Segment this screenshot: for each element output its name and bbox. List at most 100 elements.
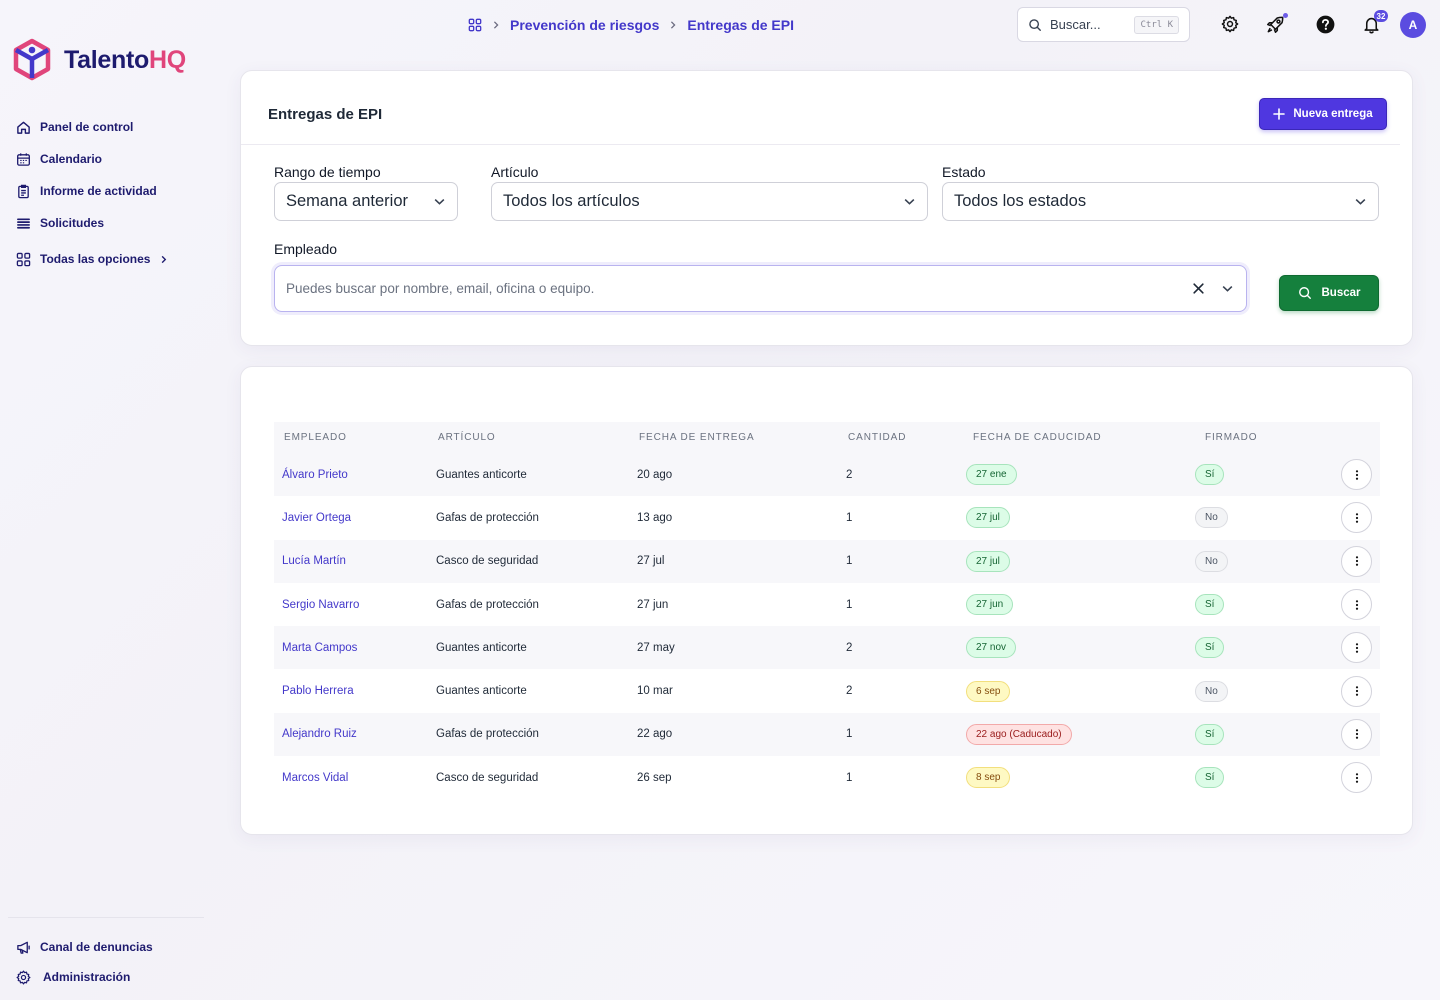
logo[interactable]: TalentoHQ [12, 38, 186, 82]
cell-article: Guantes anticorte [436, 685, 527, 698]
cell-actions [1330, 718, 1380, 750]
table-row[interactable]: Marcos Vidal Casco de seguridad 26 sep 1 8 s… [274, 756, 1380, 799]
table-row[interactable]: Marta Campos Guantes anticorte 27 may 2 27 n… [274, 626, 1380, 670]
chevron-down-icon[interactable] [1221, 282, 1234, 295]
employee-link[interactable]: Pablo Herrera [282, 685, 354, 698]
employee-link[interactable]: Alejandro Ruiz [282, 728, 357, 741]
search-icon [1298, 287, 1311, 299]
row-actions-button[interactable] [1341, 502, 1372, 534]
expiry-badge: 27 jul [966, 550, 1010, 572]
home-icon [17, 121, 30, 134]
cell-expiry-date: 27 nov [963, 637, 1195, 659]
breadcrumb-item-risk-prevention[interactable]: Prevención de riesgos [510, 17, 660, 33]
new-delivery-button[interactable]: Nueva entrega [1259, 98, 1387, 130]
row-actions-button[interactable] [1341, 545, 1372, 577]
deliveries-table: EMPLEADO ARTÍCULO FECHA DE ENTREGA CANTI… [274, 422, 1380, 799]
avatar[interactable]: A [1400, 12, 1426, 38]
cell-delivery-date: 27 jun [637, 598, 669, 611]
global-search[interactable]: Buscar... Ctrl K [1017, 7, 1190, 42]
cell-article: Gafas de protección [436, 511, 539, 524]
more-vertical-icon [1355, 513, 1358, 523]
sidebar-item-calendar[interactable]: Calendario [16, 143, 157, 175]
cell-article: Gafas de protección [436, 598, 539, 611]
col-delivery-date[interactable]: FECHA DE ENTREGA [639, 432, 755, 443]
notifications-button[interactable] [1360, 13, 1382, 35]
row-actions-button[interactable] [1341, 718, 1372, 750]
row-actions-button[interactable] [1341, 762, 1372, 794]
employee-link[interactable]: Sergio Navarro [282, 598, 360, 611]
search-button[interactable]: Buscar [1279, 275, 1379, 311]
deliveries-card: EMPLEADO ARTÍCULO FECHA DE ENTREGA CANTI… [240, 366, 1413, 835]
sidebar-nav: Panel de control Calendario Informe de a… [16, 111, 157, 239]
article-select[interactable]: Todos los artículos [491, 182, 928, 221]
onboarding-button[interactable] [1264, 13, 1286, 35]
cell-quantity: 2 [846, 468, 853, 481]
sidebar-item-label: Administración [43, 970, 131, 984]
expiry-badge: 27 jun [966, 594, 1014, 616]
row-actions-button[interactable] [1341, 589, 1372, 621]
breadcrumb-item-current[interactable]: Entregas de EPI [687, 17, 794, 33]
col-employee[interactable]: EMPLEADO [284, 432, 347, 443]
cell-expiry-date: 27 ene [963, 464, 1195, 486]
col-signed[interactable]: FIRMADO [1205, 432, 1258, 443]
sidebar-item-activity-report[interactable]: Informe de actividad [16, 175, 157, 207]
employee-link[interactable]: Lucía Martín [282, 555, 346, 568]
cell-signed: No [1195, 680, 1330, 702]
table-row[interactable]: Javier Ortega Gafas de protección 13 ago 1 2… [274, 496, 1380, 539]
employee-link[interactable]: Álvaro Prieto [282, 468, 348, 481]
megaphone-icon [17, 941, 30, 954]
bell-icon [1363, 17, 1379, 33]
employee-link[interactable]: Marcos Vidal [282, 771, 349, 784]
table-row[interactable]: Sergio Navarro Gafas de protección 27 jun 1… [274, 583, 1380, 626]
more-vertical-icon [1355, 556, 1358, 567]
new-delivery-label: Nueva entrega [1293, 108, 1373, 120]
row-actions-button[interactable] [1341, 632, 1372, 664]
settings-button[interactable] [1219, 13, 1241, 35]
col-expiry-date[interactable]: FECHA DE CADUCIDAD [973, 432, 1102, 443]
sidebar-item-requests[interactable]: Solicitudes [16, 207, 157, 239]
table-row[interactable]: Pablo Herrera Guantes anticorte 10 mar 2 6 s… [274, 669, 1380, 712]
more-vertical-icon [1355, 686, 1358, 696]
gear-icon [16, 970, 31, 984]
time-range-select[interactable]: Semana anterior [274, 182, 458, 221]
sidebar-item-label: Solicitudes [40, 216, 105, 230]
cell-quantity: 1 [846, 511, 853, 524]
col-quantity[interactable]: CANTIDAD [848, 432, 907, 443]
cell-employee: Lucía Martín [274, 555, 428, 567]
apps-grid-icon[interactable] [468, 18, 482, 32]
sidebar-item-label: Calendario [40, 152, 103, 166]
col-article[interactable]: ARTÍCULO [438, 432, 496, 443]
sidebar-all-options[interactable]: Todas las opciones [16, 248, 168, 270]
cell-delivery-date: 26 sep [637, 771, 672, 784]
signed-badge: Sí [1195, 637, 1225, 659]
more-vertical-icon [1355, 772, 1358, 783]
sidebar-bottom: Canal de denuncias Administración [16, 932, 153, 992]
cell-employee: Sergio Navarro [274, 599, 428, 611]
table-row[interactable]: Álvaro Prieto Guantes anticorte 20 ago 2 27 … [274, 453, 1380, 497]
table-row[interactable]: Lucía Martín Casco de seguridad 27 jul 1 27 … [274, 539, 1380, 583]
cell-actions [1330, 632, 1380, 664]
row-actions-button[interactable] [1341, 675, 1372, 707]
table-row[interactable]: Alejandro Ruiz Gafas de protección 22 ago 1… [274, 712, 1380, 757]
employee-link[interactable]: Javier Ortega [282, 511, 352, 524]
sidebar-item-whistleblower[interactable]: Canal de denuncias [16, 932, 153, 962]
status-label: Estado [942, 164, 986, 180]
cell-expiry-date: 6 sep [963, 680, 1195, 702]
card-divider [241, 144, 1400, 145]
expiry-badge: 27 nov [966, 637, 1017, 659]
cell-delivery-date: 20 ago [637, 468, 673, 481]
row-actions-button[interactable] [1341, 459, 1372, 491]
help-button[interactable] [1314, 13, 1336, 35]
cell-quantity: 1 [846, 771, 853, 784]
cell-signed: Sí [1195, 594, 1330, 616]
search-button-label: Buscar [1321, 287, 1361, 299]
employee-search-field[interactable] [274, 265, 1247, 312]
cell-delivery-date: 27 may [637, 641, 675, 654]
sidebar-item-admin[interactable]: Administración [16, 962, 153, 992]
status-select[interactable]: Todos los estados [942, 182, 1379, 221]
employee-search-input[interactable] [286, 281, 1192, 296]
sidebar-item-panel[interactable]: Panel de control [16, 111, 157, 143]
clear-icon[interactable] [1192, 282, 1205, 295]
employee-link[interactable]: Marta Campos [282, 641, 358, 654]
chevron-right-icon [671, 21, 676, 29]
